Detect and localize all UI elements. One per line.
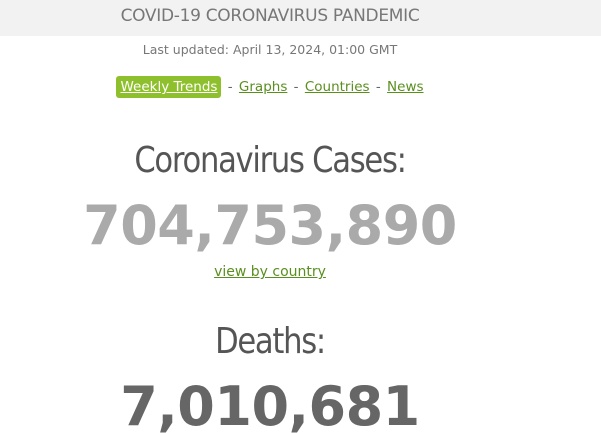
nav-graphs-link[interactable]: Graphs (238, 79, 288, 95)
cases-count: 704,753,890 (83, 194, 457, 257)
nav-news-link[interactable]: News (387, 79, 424, 95)
nav-separator: - (293, 79, 299, 95)
last-updated-text: Last updated: April 13, 2024, 01:00 GMT (142, 42, 398, 57)
nav-weekly-trends-link[interactable]: Weekly Trends (116, 76, 222, 98)
deaths-heading: Deaths: (215, 321, 326, 362)
cases-heading: Coronavirus Cases: (134, 140, 407, 181)
nav-separator: - (227, 79, 233, 95)
page-title: COVID-19 CORONAVIRUS PANDEMIC (120, 6, 420, 26)
nav-countries-link[interactable]: Countries (304, 79, 370, 95)
header-band: COVID-19 CORONAVIRUS PANDEMIC (0, 0, 601, 36)
view-by-country-link[interactable]: view by country (214, 264, 326, 280)
deaths-count: 7,010,681 (120, 375, 420, 433)
nav-links: Weekly Trends - Graphs - Countries - New… (0, 76, 540, 98)
nav-separator: - (375, 79, 381, 95)
